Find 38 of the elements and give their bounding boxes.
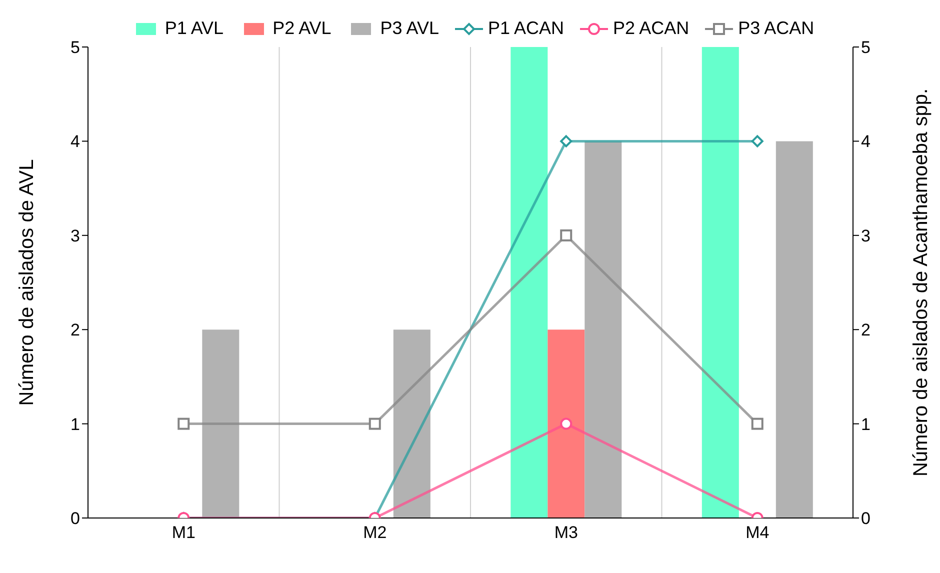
point <box>560 418 572 430</box>
bar <box>776 141 813 518</box>
legend-label: P1 AVL <box>164 18 224 39</box>
legend-label: P1 ACAN <box>488 18 564 39</box>
y2-tick-label: 4 <box>861 132 870 152</box>
y2-tick-label: 3 <box>861 226 870 246</box>
point <box>751 135 764 148</box>
legend-label: P3 ACAN <box>738 18 814 39</box>
x-tick-label: M3 <box>554 523 578 542</box>
y2-tick-label: 1 <box>861 414 870 434</box>
point <box>560 135 572 148</box>
y-tick-label: 3 <box>70 226 80 246</box>
y2-tick-label: 2 <box>861 320 870 340</box>
legend-label: P2 ACAN <box>613 18 690 39</box>
bar <box>702 47 739 518</box>
bar <box>202 330 240 518</box>
x-tick-label: M1 <box>172 523 196 542</box>
x-tick-label: M2 <box>363 523 387 542</box>
bar <box>584 141 622 518</box>
y-tick-label: 4 <box>70 132 80 152</box>
y-axis-title: Número de aislados de AVL <box>16 159 38 406</box>
point <box>178 418 190 430</box>
y2-tick-label: 0 <box>861 509 870 528</box>
bar <box>548 330 585 518</box>
y2-axis-title: Número de aislados de Acanthamoeba spp. <box>910 88 932 477</box>
legend-label: P3 AVL <box>380 18 439 39</box>
y2-tick-label: 5 <box>861 38 870 58</box>
point <box>751 418 764 430</box>
bar <box>510 47 548 518</box>
point <box>368 418 381 430</box>
point <box>560 229 572 242</box>
y-tick-label: 5 <box>70 38 80 58</box>
y-tick-label: 0 <box>70 509 80 528</box>
bar <box>393 330 430 518</box>
y-tick-label: 1 <box>70 414 80 434</box>
x-tick-label: M4 <box>746 523 770 542</box>
y-tick-label: 2 <box>70 320 80 340</box>
legend-label: P2 AVL <box>272 18 332 39</box>
